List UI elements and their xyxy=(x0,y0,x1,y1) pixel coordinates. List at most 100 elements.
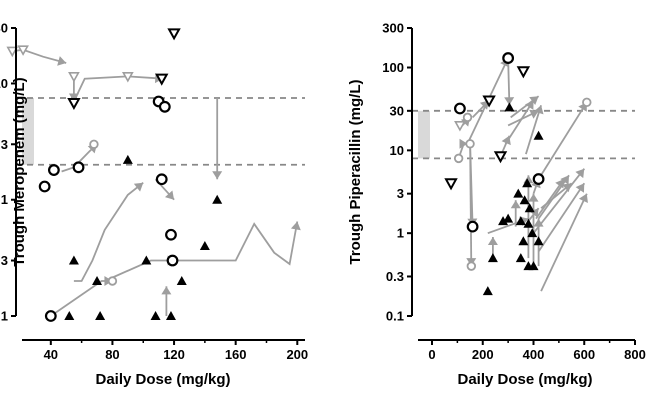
data-point-circle xyxy=(107,276,118,286)
x-tick-label: 200 xyxy=(286,347,308,362)
connector-path xyxy=(104,221,299,282)
data-points xyxy=(444,52,592,296)
data-point-circle xyxy=(166,254,179,267)
data-point-triangle-up xyxy=(176,276,187,286)
data-point-triangle-up xyxy=(64,311,75,320)
data-point-triangle-down xyxy=(167,28,181,41)
data-point-triangle-up xyxy=(522,178,533,188)
connector-arrowhead xyxy=(533,105,544,115)
connector-arrowhead xyxy=(560,175,570,185)
target-band xyxy=(418,110,430,159)
data-point-triangle-up xyxy=(482,286,493,296)
connector-arrowhead xyxy=(133,182,144,192)
connector-path xyxy=(12,48,67,64)
y-tick-label: 100 xyxy=(382,60,404,75)
y-tick-label: 1 xyxy=(1,192,8,207)
x-tick-label: 120 xyxy=(163,347,185,362)
connector-arrowhead xyxy=(161,286,172,295)
y-tick-label: 3 xyxy=(1,137,8,152)
data-point-triangle-up xyxy=(141,255,152,265)
data-point-triangle-up xyxy=(487,253,498,263)
data-point-circle xyxy=(47,164,60,176)
connector-path xyxy=(469,143,474,227)
connector-path xyxy=(504,100,535,145)
data-point-triangle-up xyxy=(498,216,509,226)
data-point-triangle-down xyxy=(454,121,466,132)
data-point-triangle-up xyxy=(122,154,133,164)
x-tick-label: 400 xyxy=(523,347,545,362)
connector-arrowhead xyxy=(533,218,544,227)
y-tick-label: 30 xyxy=(0,21,8,36)
data-point-circle xyxy=(465,139,475,149)
connector-arrowhead xyxy=(504,97,515,106)
connector-arrowhead xyxy=(510,200,521,209)
data-point-triangle-up xyxy=(524,203,535,213)
data-point-circle xyxy=(502,52,515,64)
y-tick-label: 1 xyxy=(397,226,404,241)
data-point-triangle-up xyxy=(519,195,530,205)
connector-arrowhead xyxy=(529,96,539,106)
right-panel: 0.1 0.3 1 3 10 30 100 300 0 200 400 600 800 Daily Do… xyxy=(347,21,646,389)
data-point-triangle-up xyxy=(527,228,538,238)
data-point-triangle-down xyxy=(67,97,81,111)
x-tick-label: 200 xyxy=(472,347,494,362)
connector-arrowhead xyxy=(164,190,175,200)
axes xyxy=(15,28,305,341)
connector-arrowhead xyxy=(575,183,585,193)
connector-arrowhead xyxy=(212,171,223,180)
data-point-triangle-up xyxy=(513,188,524,198)
tick-labels: 0.1 0.3 1 3 10 30 100 300 0 200 400 600 800 xyxy=(382,21,646,363)
data-point-triangle-up xyxy=(533,130,544,140)
data-point-triangle-up xyxy=(92,276,103,286)
data-point-triangle-down xyxy=(68,72,80,83)
connector-arrowhead xyxy=(290,221,301,231)
data-point-triangle-up xyxy=(528,261,539,271)
connector-arrowhead xyxy=(487,236,498,245)
y-tick-label: 0.1 xyxy=(0,309,8,324)
y-tick-label: 10 xyxy=(390,143,404,158)
data-point-triangle-up xyxy=(95,311,106,320)
data-point-circle xyxy=(165,228,177,241)
x-tick-label: 160 xyxy=(225,347,247,362)
data-point-circle xyxy=(44,310,57,322)
y-tick-label: 10 xyxy=(0,76,8,91)
data-point-triangle-up xyxy=(150,311,161,320)
x-tick-label: 80 xyxy=(105,347,119,362)
data-point-circle xyxy=(466,261,477,271)
data-points xyxy=(6,28,223,322)
data-point-triangle-up xyxy=(68,255,79,265)
data-point-triangle-up xyxy=(518,236,529,246)
connector-arrowhead xyxy=(578,193,588,204)
connector-path xyxy=(525,105,542,155)
left-panel: 0.1 0.3 1 3 10 30 40 80 120 160 200 Daily Dose (mg… xyxy=(0,21,308,389)
connector-path xyxy=(532,168,586,234)
data-point-triangle-down xyxy=(444,178,458,191)
data-point-circle xyxy=(462,112,473,123)
y-axis-label: Trough Piperacillin (mg/L) xyxy=(347,79,364,264)
connector-path xyxy=(73,181,144,282)
connector-path xyxy=(540,193,588,292)
connector-arrowhead xyxy=(524,100,534,110)
y-tick-label: 30 xyxy=(390,103,404,118)
x-axis-label: Daily Dose (mg/kg) xyxy=(95,371,230,388)
data-point-triangle-up xyxy=(504,102,515,112)
data-point-triangle-up xyxy=(199,241,210,251)
data-point-circle xyxy=(158,100,171,113)
data-point-circle xyxy=(38,180,51,193)
data-point-circle xyxy=(532,173,545,185)
y-axis-label: Trough Meropenem (mg/L) xyxy=(11,77,28,266)
y-tick-label: 0.1 xyxy=(386,309,404,324)
data-point-triangle-down xyxy=(6,46,19,58)
data-point-triangle-up xyxy=(212,194,223,204)
target-band xyxy=(22,97,34,165)
data-point-triangle-up xyxy=(515,253,526,263)
y-tick-label: 3 xyxy=(397,186,404,201)
data-point-triangle-up xyxy=(523,218,534,228)
data-point-triangle-up xyxy=(503,213,514,223)
x-tick-label: 600 xyxy=(573,347,595,362)
data-point-circle xyxy=(453,153,464,164)
data-point-circle xyxy=(466,220,479,233)
data-point-triangle-up xyxy=(515,216,526,226)
y-tick-label: 300 xyxy=(382,21,404,36)
